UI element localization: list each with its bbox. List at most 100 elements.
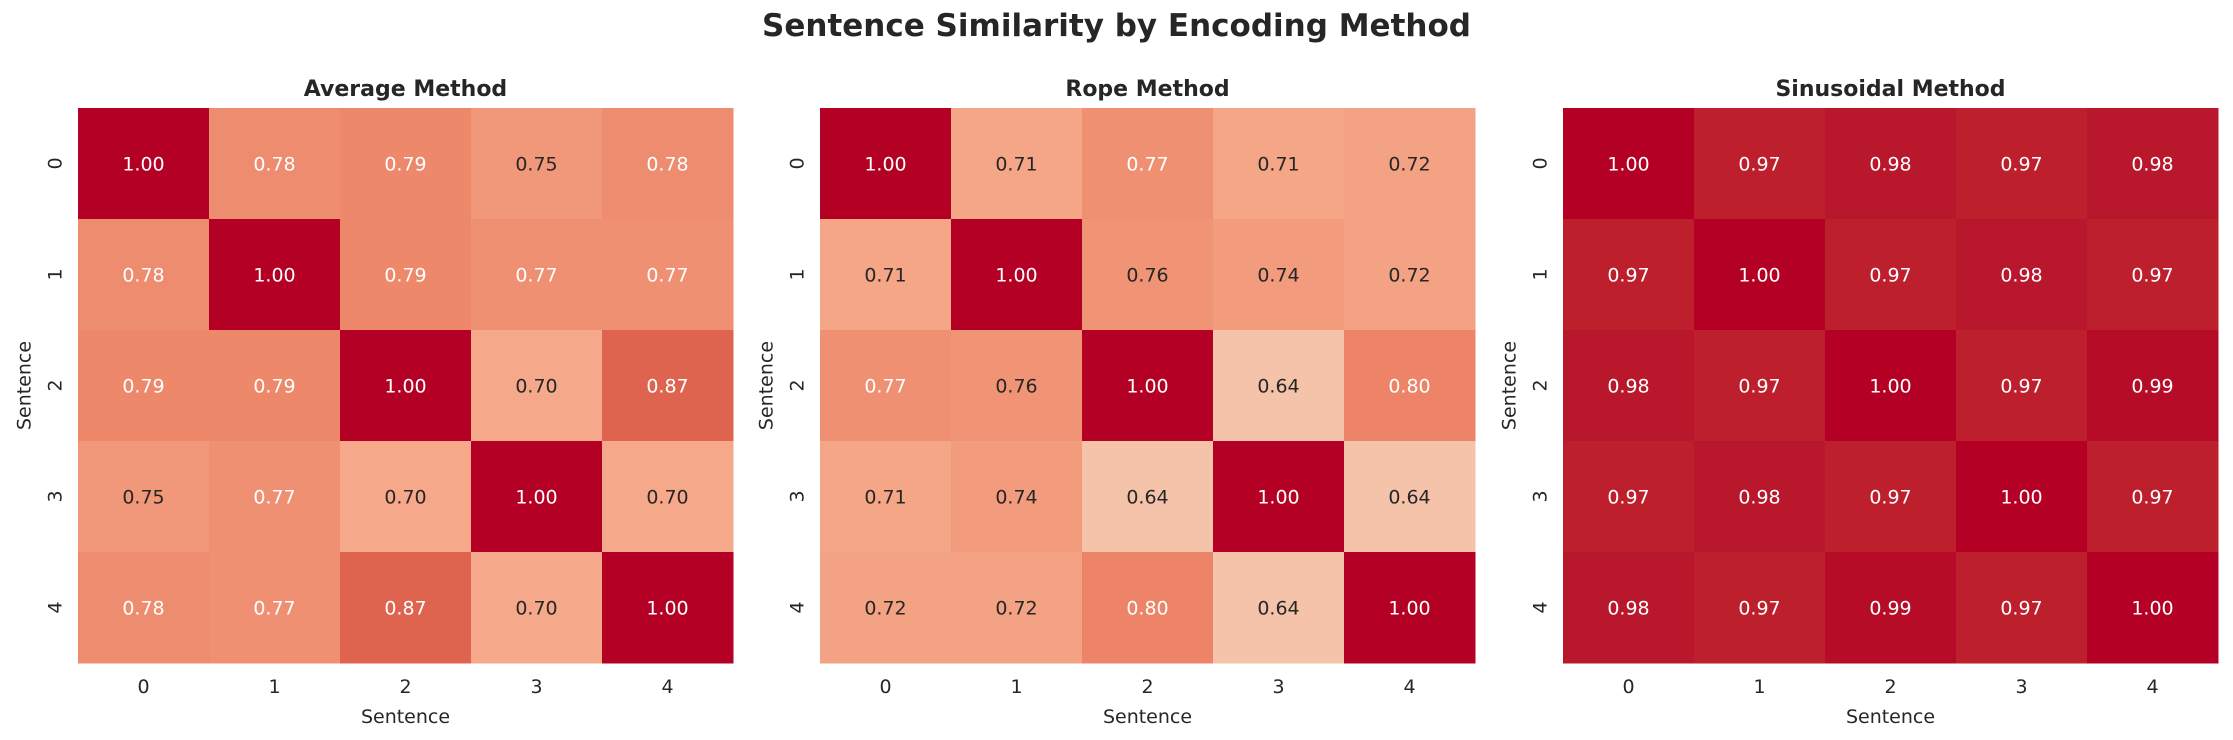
heatmap-cell <box>471 441 603 553</box>
cell-value-label: 0.75 <box>515 154 557 176</box>
cell-value-label: 0.74 <box>1257 265 1299 287</box>
y-tick-label: 2 <box>45 379 67 391</box>
cell-value-label: 0.77 <box>646 265 688 287</box>
heatmap-cell <box>1563 552 1695 664</box>
heatmap-cell <box>1344 330 1476 442</box>
heatmap-cell <box>602 219 734 331</box>
cell-value-label: 0.77 <box>253 487 295 509</box>
cell-value-label: 0.78 <box>122 598 164 620</box>
cell-value-label: 0.98 <box>1607 598 1649 620</box>
heatmap-cell <box>2087 108 2219 220</box>
x-tick-label: 3 <box>1272 676 1284 698</box>
heatmap-cell <box>1082 219 1214 331</box>
cell-value-label: 0.87 <box>646 376 688 398</box>
heatmap-cell <box>340 552 472 664</box>
heatmap-cell <box>1956 552 2088 664</box>
cell-value-label: 0.97 <box>1738 154 1780 176</box>
heatmap-cell <box>2087 552 2219 664</box>
heatmap-cell <box>471 108 603 220</box>
cell-value-label: 0.77 <box>253 598 295 620</box>
cell-value-label: 0.98 <box>1607 376 1649 398</box>
cell-value-label: 0.79 <box>384 265 426 287</box>
heatmap-cell <box>1344 552 1476 664</box>
cell-value-label: 1.00 <box>646 598 688 620</box>
heatmap-cell <box>1213 441 1345 553</box>
x-tick-label: 4 <box>2146 676 2158 698</box>
heatmap-cell <box>1694 219 1826 331</box>
heatmap-cell <box>602 108 734 220</box>
y-tick-label: 3 <box>45 490 67 502</box>
heatmap-cell <box>820 108 952 220</box>
heatmap-cell <box>1825 330 1957 442</box>
cell-value-label: 0.75 <box>122 487 164 509</box>
y-tick-label: 0 <box>45 157 67 169</box>
heatmap-cell <box>78 330 210 442</box>
cell-value-label: 0.78 <box>122 265 164 287</box>
heatmap-cell <box>1956 219 2088 331</box>
heatmap-cell <box>471 330 603 442</box>
heatmap-cell <box>1956 330 2088 442</box>
y-tick-label: 0 <box>787 157 809 169</box>
heatmap-cell <box>1825 108 1957 220</box>
cell-value-label: 1.00 <box>1126 376 1168 398</box>
heatmap-cell <box>951 441 1083 553</box>
cell-value-label: 0.98 <box>1738 487 1780 509</box>
heatmap-cell <box>602 552 734 664</box>
heatmap-cell <box>1694 108 1826 220</box>
cell-value-label: 0.72 <box>1388 154 1430 176</box>
heatmap-cell <box>209 441 341 553</box>
heatmap-cell <box>340 219 472 331</box>
x-axis-label: Sentence <box>361 706 450 728</box>
cell-value-label: 0.87 <box>384 598 426 620</box>
cell-value-label: 0.64 <box>1257 598 1299 620</box>
cell-value-label: 0.70 <box>515 598 557 620</box>
heatmap-cell <box>1563 441 1695 553</box>
x-tick-label: 2 <box>1141 676 1153 698</box>
x-tick-label: 0 <box>879 676 891 698</box>
heatmap-cell <box>2087 441 2219 553</box>
heatmap-cell <box>209 219 341 331</box>
cell-value-label: 0.72 <box>1388 265 1430 287</box>
heatmap-cell <box>602 330 734 442</box>
x-tick-label: 2 <box>1884 676 1896 698</box>
heatmap-cell <box>471 219 603 331</box>
cell-value-label: 0.71 <box>1257 154 1299 176</box>
heatmap-cell <box>209 552 341 664</box>
cell-value-label: 0.78 <box>253 154 295 176</box>
heatmap-cell <box>1694 441 1826 553</box>
cell-value-label: 0.64 <box>1126 487 1168 509</box>
heatmap-cell <box>2087 219 2219 331</box>
x-axis-label: Sentence <box>1103 706 1192 728</box>
heatmap-cell <box>820 441 952 553</box>
x-tick-label: 3 <box>2015 676 2027 698</box>
heatmap-cell <box>1213 219 1345 331</box>
heatmap-cell <box>1082 330 1214 442</box>
x-tick-label: 2 <box>399 676 411 698</box>
y-tick-label: 3 <box>1530 490 1552 502</box>
x-tick-label: 1 <box>1010 676 1022 698</box>
cell-value-label: 0.97 <box>2000 598 2042 620</box>
heatmap-cell <box>1082 108 1214 220</box>
cell-value-label: 0.80 <box>1388 376 1430 398</box>
heatmap-cell <box>1344 108 1476 220</box>
cell-value-label: 1.00 <box>1257 487 1299 509</box>
heatmap-cell <box>1563 108 1695 220</box>
heatmap-cell <box>78 219 210 331</box>
heatmap-cell <box>820 552 952 664</box>
x-tick-label: 1 <box>268 676 280 698</box>
x-tick-label: 4 <box>661 676 673 698</box>
subplot-title: Average Method <box>304 77 507 102</box>
cell-value-label: 0.76 <box>995 376 1037 398</box>
cell-value-label: 0.74 <box>995 487 1037 509</box>
cell-value-label: 0.76 <box>1126 265 1168 287</box>
cell-value-label: 1.00 <box>515 487 557 509</box>
x-tick-label: 0 <box>137 676 149 698</box>
cell-value-label: 1.00 <box>2000 487 2042 509</box>
heatmap-cell <box>1563 330 1695 442</box>
heatmap-cell <box>951 219 1083 331</box>
cell-value-label: 0.97 <box>2131 265 2173 287</box>
cell-value-label: 0.97 <box>1869 487 1911 509</box>
y-tick-label: 0 <box>1530 157 1552 169</box>
cell-value-label: 0.70 <box>515 376 557 398</box>
subplot-title: Rope Method <box>1065 77 1229 102</box>
